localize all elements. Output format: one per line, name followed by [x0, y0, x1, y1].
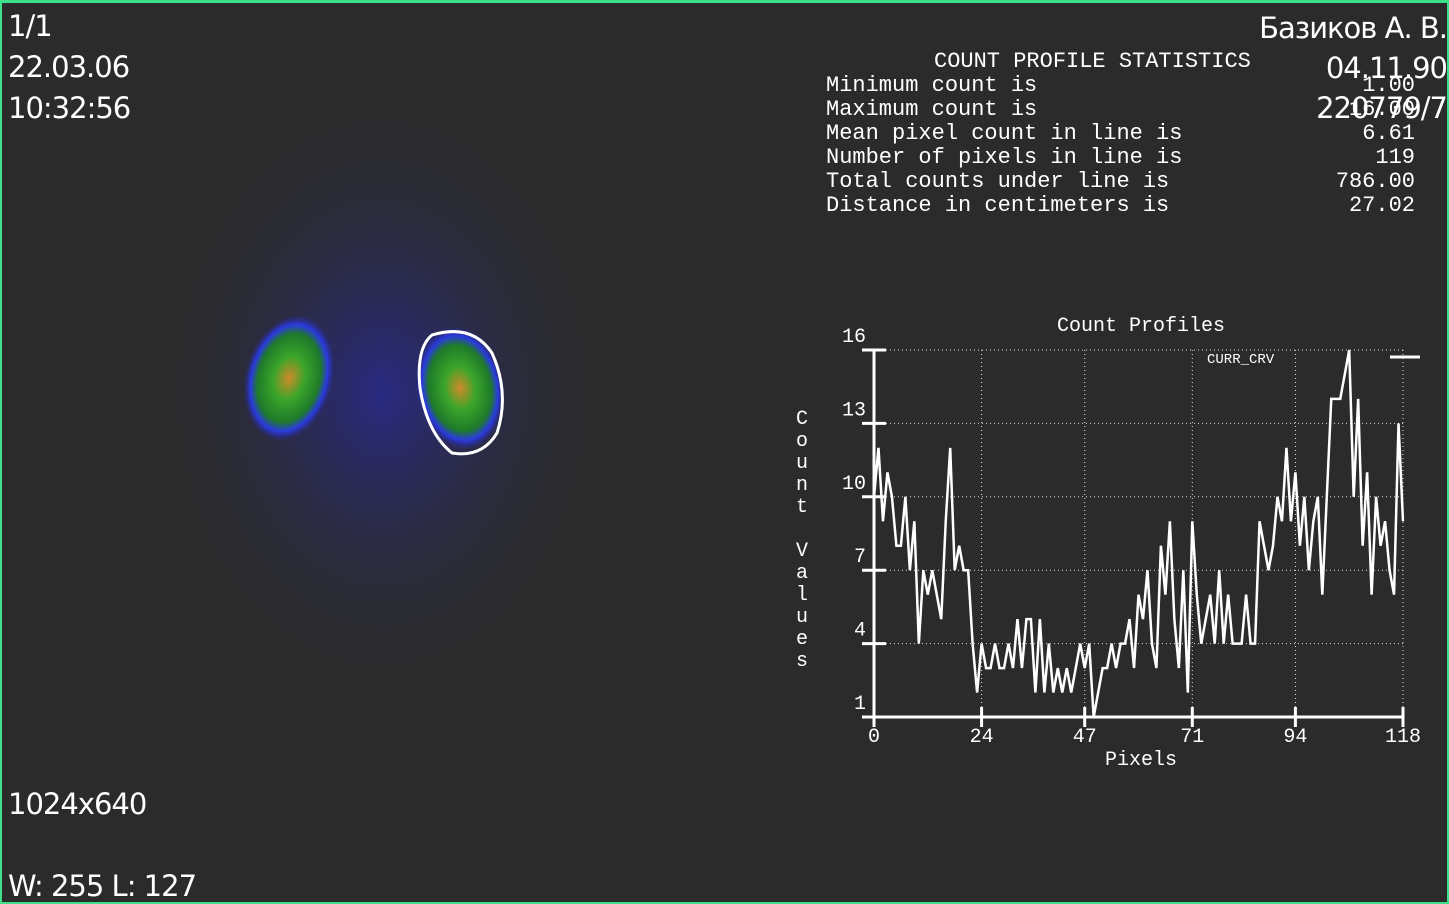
y-tick-label: 13 — [842, 399, 866, 422]
y-tick-label: 1 — [854, 693, 866, 716]
legend-label: CURR_CRV — [1207, 352, 1275, 368]
y-tick-label: 16 — [842, 326, 866, 349]
y-axis-label: Count Values — [791, 408, 814, 672]
y-tick-label: 10 — [842, 473, 866, 496]
x-tick-label: 24 — [970, 726, 994, 749]
y-tick-label: 7 — [854, 546, 866, 569]
x-tick-label: 118 — [1385, 726, 1421, 749]
x-tick-label: 71 — [1180, 726, 1204, 749]
x-axis-label: Pixels — [1105, 749, 1177, 772]
chart-title: Count Profiles — [1057, 315, 1225, 338]
x-tick-label: 47 — [1073, 726, 1097, 749]
x-tick-label: 94 — [1283, 726, 1307, 749]
x-tick-label: 0 — [868, 726, 880, 749]
profile-line — [874, 350, 1403, 717]
y-tick-label: 4 — [854, 620, 866, 643]
screen: 1/1 22.03.06 10:32:56 1024x640 W: 255 L:… — [0, 0, 1449, 904]
chart: Count Profiles Pixels Count Values 14710… — [2, 3, 1447, 902]
